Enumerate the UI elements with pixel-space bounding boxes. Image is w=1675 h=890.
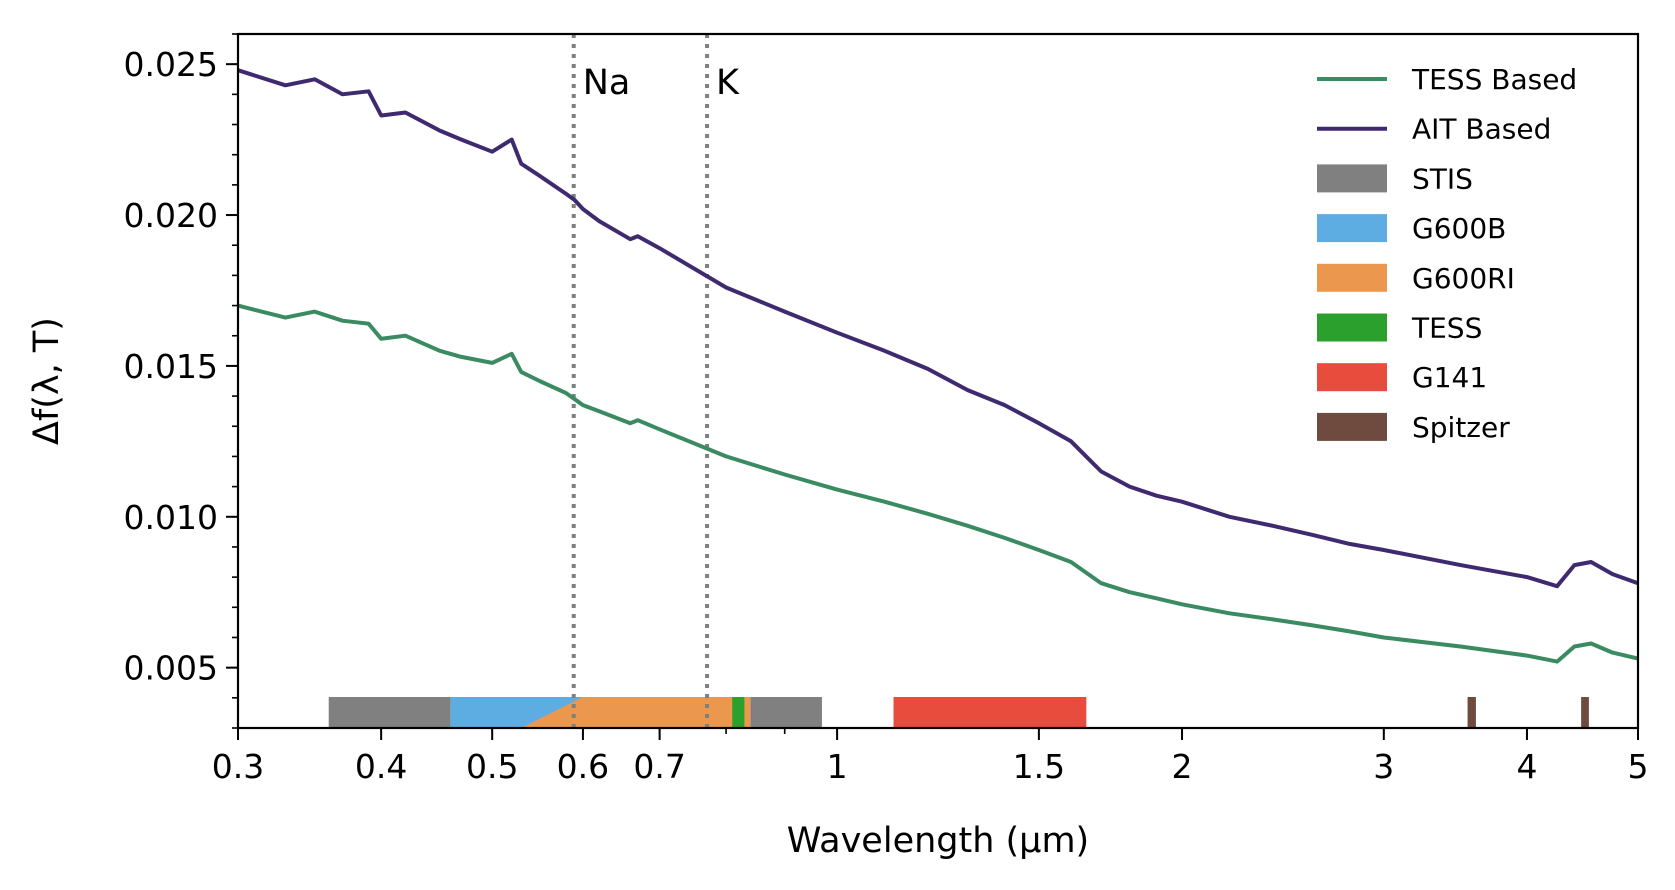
x-tick-label: 0.5	[466, 747, 518, 786]
band-spitzer-1	[1581, 697, 1589, 728]
line-markers: Na K	[571, 34, 740, 728]
legend-item-g600ri-label: G600RI	[1412, 262, 1515, 295]
y-axis-title: Δf(λ, T)	[27, 317, 67, 445]
x-tick-label: 0.4	[355, 747, 407, 786]
legend-item-g141-label: G141	[1412, 361, 1487, 394]
y-tick-label: 0.020	[124, 196, 218, 235]
y-tick-label: 0.015	[124, 347, 218, 386]
band-g600ri-0	[521, 697, 751, 728]
band-tess-0	[732, 697, 745, 728]
x-tick-label: 1.5	[1013, 747, 1065, 786]
x-tick-label: 1	[827, 747, 848, 786]
series-ait-based	[237, 68, 1639, 589]
legend-item-tess-based-label: TESS Based	[1411, 63, 1577, 96]
y-tick-label: 0.010	[124, 498, 218, 537]
legend-item-ait-based-label: AIT Based	[1412, 113, 1551, 146]
y-tick-label: 0.005	[124, 649, 218, 688]
vline-label-na: Na	[583, 63, 631, 103]
legend-item-tess-swatch	[1317, 313, 1387, 342]
legend-item-stis-label: STIS	[1412, 162, 1473, 195]
x-tick-label: 0.6	[557, 747, 609, 786]
x-tick-label: 5	[1628, 747, 1649, 786]
plot-frame	[236, 32, 1640, 730]
band-spitzer-0	[1467, 697, 1476, 728]
x-tick-label: 3	[1373, 747, 1394, 786]
bandpass-bars	[328, 697, 1589, 728]
x-axis-title: Wavelength (μm)	[787, 821, 1089, 861]
band-stis-1	[750, 697, 822, 728]
series-tess-based	[237, 303, 1639, 664]
x-tick-label: 2	[1172, 747, 1193, 786]
legend-item-tess-label: TESS	[1411, 312, 1482, 345]
band-g141-0	[893, 697, 1087, 728]
vline-label-k: K	[716, 63, 740, 103]
legend-item-g141-swatch	[1317, 363, 1387, 392]
x-tick-label: 0.3	[212, 747, 264, 786]
legend-item-g600ri-swatch	[1317, 263, 1387, 292]
x-axis: 0.3 0.4 0.5 0.6 0.7 1 1.5 2 3 4 5	[212, 728, 1649, 786]
y-axis: 0.005 0.010 0.015 0.020 0.025	[124, 33, 238, 729]
legend-item-spitzer-swatch	[1317, 412, 1387, 441]
legend-item-stis-swatch	[1317, 164, 1387, 193]
x-tick-label: 4	[1516, 747, 1537, 786]
legend-item-g600b-label: G600B	[1412, 212, 1506, 245]
y-tick-label: 0.025	[124, 45, 218, 84]
legend: TESS Based AIT Based STIS G600B G600RI TESS G1…	[1317, 63, 1577, 444]
band-stis-0	[328, 697, 451, 728]
legend-item-g600b-swatch	[1317, 214, 1387, 243]
legend-item-spitzer-label: Spitzer	[1412, 411, 1510, 444]
x-tick-label: 0.7	[633, 747, 685, 786]
data-series	[237, 68, 1639, 664]
